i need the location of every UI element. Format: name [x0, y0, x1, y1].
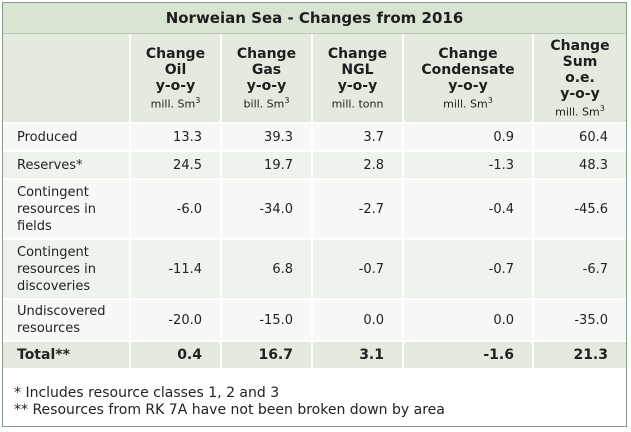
- header-line: NGL: [341, 61, 374, 78]
- footnotes: * Includes resource classes 1, 2 and 3 *…: [14, 385, 445, 419]
- row-label: Undiscovered resources: [3, 300, 131, 342]
- cell-value: 48.3: [534, 152, 626, 180]
- header-line: Change: [145, 45, 206, 62]
- cell-value: 60.4: [534, 124, 626, 152]
- header-oil: Change Oil y-o-y mill. Sm3: [131, 34, 222, 124]
- footnote: * Includes resource classes 1, 2 and 3: [14, 385, 280, 401]
- table-title: Norweian Sea - Changes from 2016: [3, 3, 626, 34]
- cell-value: -6.0: [131, 180, 222, 240]
- header-line: Condensate: [421, 61, 515, 78]
- table-frame: Norweian Sea - Changes from 2016 Change …: [2, 2, 627, 427]
- header-line: y-o-y: [560, 85, 600, 102]
- header-line: Oil: [164, 61, 187, 78]
- header-gas: Change Gas y-o-y bill. Sm3: [222, 34, 313, 124]
- header-sum: Change Sum o.e. y-o-y mill. Sm3: [534, 34, 626, 124]
- cell-value: -15.0: [222, 300, 313, 342]
- row-label: Produced: [3, 124, 131, 152]
- header-line: Sum: [562, 53, 598, 70]
- cell-value: -2.7: [313, 180, 404, 240]
- header-unit: bill. Sm3: [243, 95, 290, 111]
- cell-value: 19.7: [222, 152, 313, 180]
- cell-value: -0.4: [404, 180, 534, 240]
- header-line: Change: [550, 37, 610, 54]
- footnote: ** Resources from RK 7A have not been br…: [14, 402, 445, 418]
- header-unit: mill. Sm3: [443, 95, 493, 111]
- total-value: 16.7: [222, 342, 313, 370]
- total-row: Total** 0.4 16.7 3.1 -1.6 21.3: [3, 342, 626, 370]
- row-label: Contingent resources in discoveries: [3, 240, 131, 300]
- cell-value: -34.0: [222, 180, 313, 240]
- cell-value: -0.7: [404, 240, 534, 300]
- header-unit: mill. Sm3: [555, 103, 605, 119]
- total-label: Total**: [3, 342, 131, 370]
- cell-value: 3.7: [313, 124, 404, 152]
- header-condensate: Change Condensate y-o-y mill. Sm3: [404, 34, 534, 124]
- table-row: Contingent resources in discoveries -11.…: [3, 240, 626, 300]
- header-ngl: Change NGL y-o-y mill. tonn: [313, 34, 404, 124]
- cell-value: -45.6: [534, 180, 626, 240]
- table-row: Undiscovered resources -20.0 -15.0 0.0 0…: [3, 300, 626, 342]
- cell-value: 24.5: [131, 152, 222, 180]
- header-line: o.e.: [565, 69, 595, 86]
- cell-value: -20.0: [131, 300, 222, 342]
- cell-value: 39.3: [222, 124, 313, 152]
- total-value: 21.3: [534, 342, 626, 370]
- header-line: y-o-y: [155, 77, 196, 94]
- total-value: 0.4: [131, 342, 222, 370]
- total-value: 3.1: [313, 342, 404, 370]
- cell-value: 0.9: [404, 124, 534, 152]
- header-line: Change: [438, 45, 498, 62]
- cell-value: -11.4: [131, 240, 222, 300]
- header-row: Change Oil y-o-y mill. Sm3 Change Gas y-…: [3, 34, 626, 124]
- cell-value: -35.0: [534, 300, 626, 342]
- header-line: y-o-y: [246, 77, 287, 94]
- header-line: y-o-y: [448, 77, 488, 94]
- resource-changes-table: Change Oil y-o-y mill. Sm3 Change Gas y-…: [3, 34, 626, 370]
- total-value: -1.6: [404, 342, 534, 370]
- header-line: Change: [236, 45, 297, 62]
- header-line: y-o-y: [337, 77, 378, 94]
- cell-value: 0.0: [313, 300, 404, 342]
- table-row: Reserves* 24.5 19.7 2.8 -1.3 48.3: [3, 152, 626, 180]
- cell-value: -6.7: [534, 240, 626, 300]
- header-line: Gas: [251, 61, 282, 78]
- cell-value: 0.0: [404, 300, 534, 342]
- header-corner: [3, 34, 131, 124]
- cell-value: -1.3: [404, 152, 534, 180]
- table-row: Contingent resources in fields -6.0 -34.…: [3, 180, 626, 240]
- cell-value: -0.7: [313, 240, 404, 300]
- cell-value: 6.8: [222, 240, 313, 300]
- row-label: Contingent resources in fields: [3, 180, 131, 240]
- row-label: Reserves*: [3, 152, 131, 180]
- header-unit: mill. tonn: [331, 97, 384, 111]
- header-line: Change: [327, 45, 388, 62]
- header-unit: mill. Sm3: [150, 95, 201, 111]
- cell-value: 2.8: [313, 152, 404, 180]
- cell-value: 13.3: [131, 124, 222, 152]
- table-row: Produced 13.3 39.3 3.7 0.9 60.4: [3, 124, 626, 152]
